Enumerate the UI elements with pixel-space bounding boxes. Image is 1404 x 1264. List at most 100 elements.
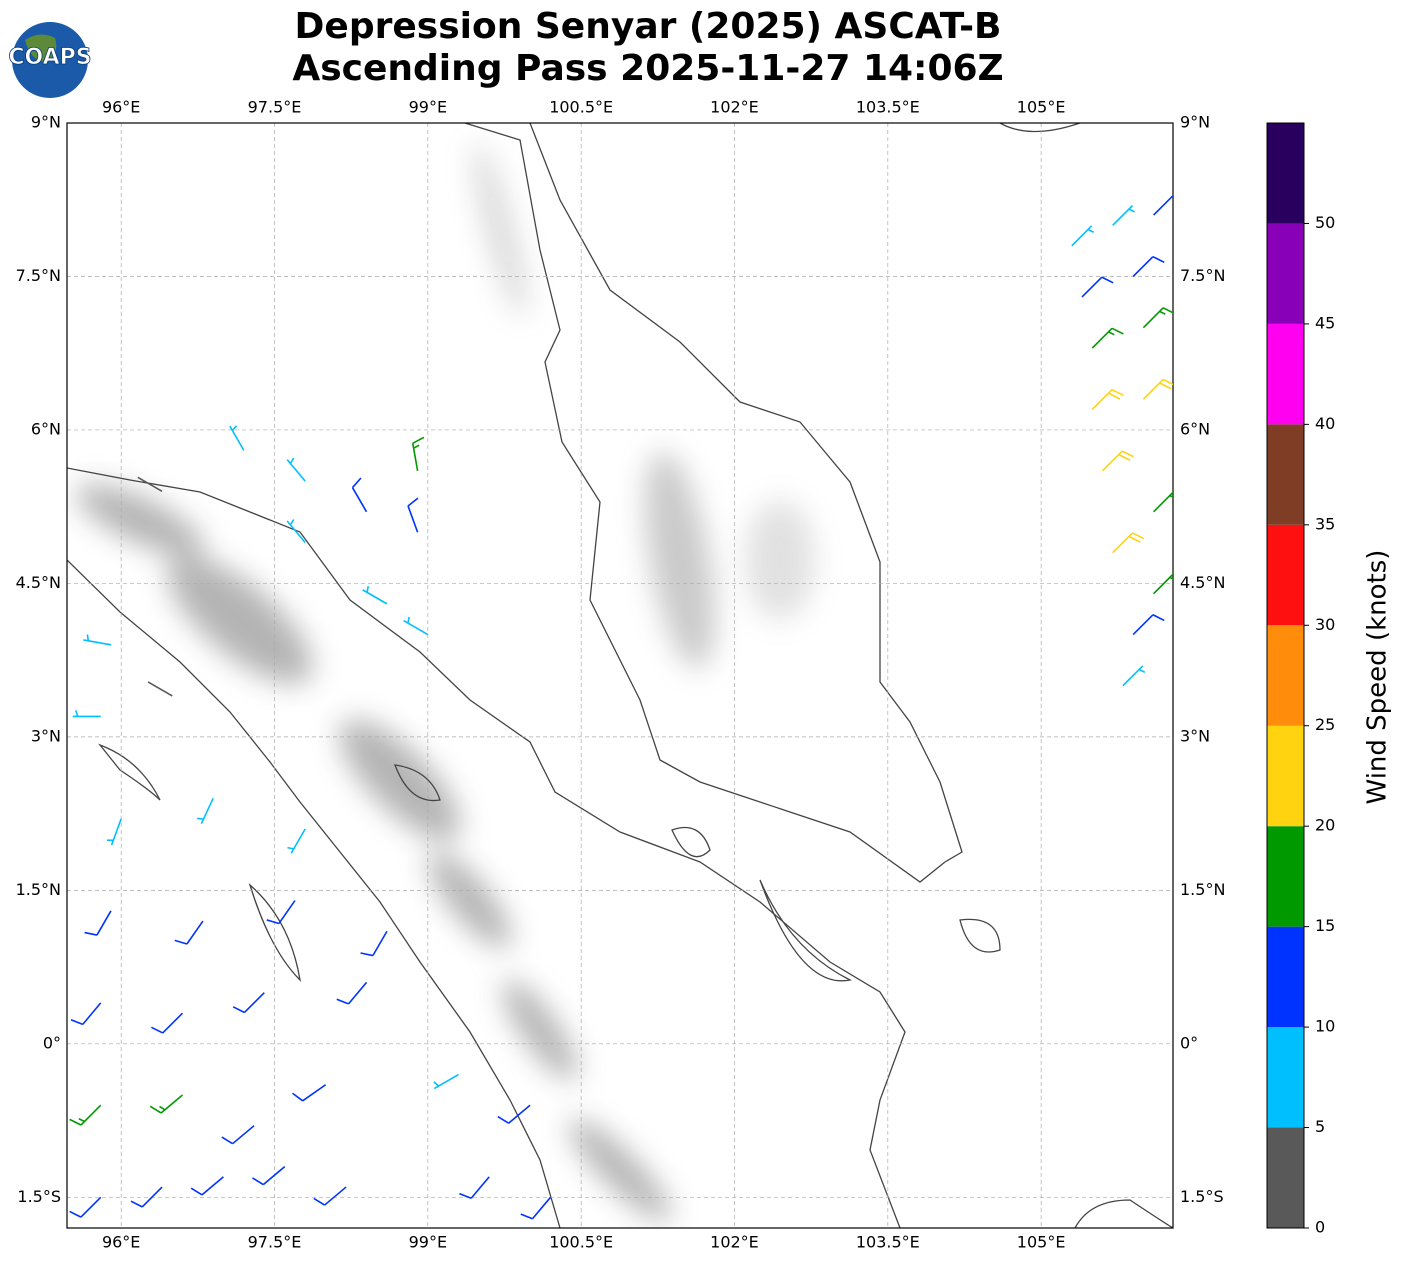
wind-barb [1101, 450, 1134, 472]
y-tick-label: 9°N [31, 113, 61, 132]
x-tick-label: 105°E [1017, 1233, 1066, 1252]
y-tick-label: 4.5°N [16, 573, 61, 592]
y-tick-label: 7.5°N [1180, 266, 1225, 285]
wind-barb [221, 1125, 255, 1145]
wind-barb [83, 634, 112, 646]
wind-barb [1153, 491, 1173, 513]
y-tick-label: 1.5°N [16, 880, 61, 899]
colorbar-label: Wind Speed (knots) [1363, 550, 1393, 805]
wind-barb [351, 477, 368, 513]
wind-barb [286, 457, 306, 482]
coastlines [67, 123, 1173, 1228]
wind-barb [497, 1104, 531, 1124]
x-tick-label: 96°E [102, 98, 140, 117]
y-tick-label: 0° [43, 1033, 61, 1052]
y-tick-label: 7.5°N [16, 266, 61, 285]
x-tick-label: 99°E [409, 98, 447, 117]
x-tick-label: 105°E [1017, 98, 1066, 117]
grid [67, 122, 1173, 1228]
wind-barb [252, 1165, 286, 1186]
wind-barb [336, 981, 368, 1005]
chart-subtitle: Ascending Pass 2025-11-27 14:06Z [292, 48, 1003, 89]
y-tick-label: 6°N [1180, 419, 1210, 438]
colorbar-bin [1267, 1127, 1304, 1228]
wind-barb [137, 476, 163, 493]
colorbar-bin [1267, 725, 1304, 827]
wind-barb [266, 900, 296, 925]
logo-text: COAPS [8, 45, 91, 70]
wind-barb [1153, 194, 1173, 216]
wind-barb [84, 910, 112, 936]
wind-barb [286, 519, 306, 544]
coastline [999, 123, 1173, 1228]
x-tick-label: 96°E [102, 1233, 140, 1252]
colorbar-tick-label: 25 [1315, 715, 1335, 734]
wind-barb [459, 1176, 490, 1200]
x-tick-label: 97.5°E [248, 98, 302, 117]
colorbar-bin [1267, 424, 1304, 525]
y-tick-label: 9°N [1180, 113, 1210, 132]
wind-barb [1112, 204, 1135, 226]
x-tick-label: 102°E [710, 1233, 759, 1252]
x-tick-label: 100.5°E [549, 1233, 613, 1252]
wind-barb [1091, 388, 1124, 411]
x-tick-label: 97.5°E [248, 1233, 302, 1252]
y-tick-label: 0° [1180, 1033, 1198, 1052]
wind-barb [72, 710, 101, 718]
wind-barb [1142, 307, 1173, 329]
colorbar-tick-label: 0 [1315, 1218, 1325, 1237]
colorbar-tick-label: 45 [1315, 313, 1335, 332]
wind-barb [1132, 614, 1165, 636]
island [98, 743, 1001, 982]
logo-land [25, 34, 57, 62]
wind-barb [70, 1002, 102, 1026]
y-tick-label: 6°N [31, 419, 61, 438]
wind-barb [197, 797, 214, 824]
colorbar-bin [1267, 625, 1304, 726]
x-tick-label: 102°E [710, 98, 759, 117]
y-tick-label: 3°N [1180, 726, 1210, 745]
wind-barb [149, 1094, 184, 1114]
y-tick-label: 1.5°S [17, 1187, 61, 1206]
wind-barb [1112, 532, 1145, 554]
colorbar-tick-label: 15 [1315, 916, 1335, 935]
y-tick-label: 3°N [31, 726, 61, 745]
y-tick-label: 1.5°N [1180, 880, 1225, 899]
wind-barb [1153, 573, 1173, 595]
colorbar-bin [1267, 826, 1304, 927]
wind-barb [411, 436, 425, 472]
wind-barb [360, 930, 388, 957]
wind-barb [190, 1176, 224, 1196]
colorbar-tick-label: 30 [1315, 615, 1335, 634]
wind-barb [403, 616, 429, 636]
wind-barb [174, 920, 204, 945]
coastline [67, 559, 561, 1228]
wind-barb [362, 586, 388, 605]
wind-barb [407, 497, 419, 533]
y-tick-label: 4.5°N [1180, 573, 1225, 592]
colorbar-bin [1267, 524, 1304, 626]
wind-barb [292, 1084, 327, 1102]
colorbar-bin [1267, 323, 1304, 425]
chart-title: Depression Senyar (2025) ASCAT-B [295, 6, 1002, 47]
wind-barbs [69, 194, 1173, 1220]
wind-barb [1132, 255, 1165, 278]
wind-barb [232, 992, 265, 1014]
coastline [529, 123, 963, 863]
wind-barb [1091, 327, 1124, 349]
terrain [75, 142, 815, 1222]
wind-barb [313, 1186, 347, 1206]
coastline [67, 467, 906, 1228]
wind-barb [147, 681, 173, 697]
x-tick-label: 103.5°E [856, 98, 920, 117]
wind-barb [106, 818, 122, 846]
x-tick-label: 100.5°E [549, 98, 613, 117]
plot-frame [66, 122, 1174, 1229]
wind-barb [1081, 276, 1114, 298]
colorbar-tick-label: 20 [1315, 816, 1335, 835]
wind-barb [69, 1104, 102, 1126]
wind-barb [1071, 225, 1095, 247]
colorbar-bin [1267, 926, 1304, 1028]
colorbar-bin [1267, 123, 1304, 224]
